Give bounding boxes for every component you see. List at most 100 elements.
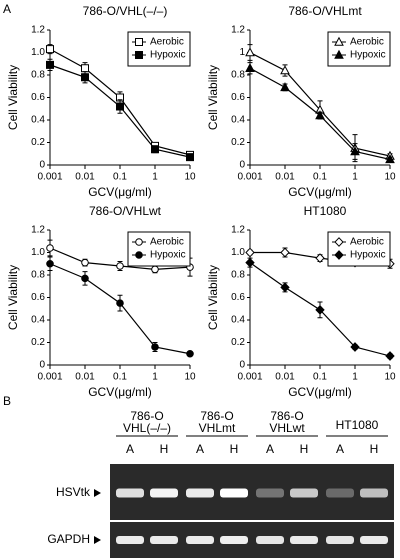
y-tick-label: 0.4 bbox=[231, 315, 245, 326]
legend-label: Hypoxic bbox=[350, 250, 386, 261]
x-tick-label: 0.01 bbox=[275, 372, 295, 383]
marker bbox=[46, 45, 54, 54]
y-tick-label: 0.6 bbox=[31, 292, 45, 303]
y-axis-label: Cell Viability bbox=[206, 265, 220, 330]
marker bbox=[81, 73, 89, 82]
x-tick-label: 10 bbox=[384, 172, 396, 183]
x-tick-label: 0.01 bbox=[275, 172, 295, 183]
marker bbox=[151, 145, 159, 154]
marker bbox=[81, 258, 89, 267]
y-tick-label: 0.4 bbox=[231, 115, 245, 126]
x-tick-label: 1 bbox=[152, 172, 158, 183]
y-tick-label: 0.2 bbox=[31, 337, 45, 348]
marker bbox=[135, 38, 143, 46]
y-tick-label: 0 bbox=[39, 160, 45, 171]
y-tick-label: 0.8 bbox=[231, 270, 245, 281]
y-tick-label: 0.2 bbox=[231, 137, 245, 148]
gel-band bbox=[326, 488, 354, 498]
marker bbox=[81, 274, 89, 283]
x-tick-label: 0.1 bbox=[113, 372, 127, 383]
group-label: VHLwt bbox=[269, 421, 305, 435]
gel-band bbox=[290, 488, 318, 498]
y-tick-label: 1.2 bbox=[31, 25, 45, 36]
y-axis-label: Cell Viability bbox=[6, 65, 20, 130]
lane-label: H bbox=[230, 442, 239, 456]
gel-band bbox=[256, 536, 284, 544]
y-tick-label: 0.8 bbox=[31, 70, 45, 81]
x-tick-label: 0.001 bbox=[237, 172, 262, 183]
lane-label: A bbox=[126, 442, 134, 456]
x-tick-label: 1 bbox=[352, 172, 358, 183]
gel-band bbox=[116, 536, 144, 544]
marker bbox=[315, 110, 325, 120]
marker bbox=[350, 146, 360, 156]
chart-title: 786-O/VHLwt bbox=[89, 204, 162, 218]
y-tick-label: 0.6 bbox=[231, 92, 245, 103]
x-tick-label: 10 bbox=[184, 172, 196, 183]
legend-box bbox=[127, 31, 191, 67]
x-axis-label: GCV(μg/ml) bbox=[288, 385, 352, 399]
marker bbox=[280, 65, 290, 75]
legend-label: Hypoxic bbox=[350, 50, 386, 61]
x-tick-label: 0.1 bbox=[313, 172, 327, 183]
gel-band bbox=[150, 536, 178, 544]
legend-label: Aerobic bbox=[150, 237, 184, 248]
row-arrow bbox=[94, 536, 101, 544]
group-label: VHLmt bbox=[199, 421, 236, 435]
legend-box bbox=[327, 231, 391, 267]
y-tick-label: 0.4 bbox=[31, 115, 45, 126]
y-tick-label: 1.0 bbox=[31, 247, 45, 258]
legend-label: Aerobic bbox=[350, 237, 384, 248]
marker bbox=[315, 304, 325, 315]
y-tick-label: 0 bbox=[39, 360, 45, 371]
marker bbox=[280, 247, 290, 258]
gel-band bbox=[186, 536, 214, 544]
gel-band bbox=[116, 488, 144, 498]
marker bbox=[334, 237, 344, 247]
y-axis-label: Cell Viability bbox=[6, 265, 20, 330]
y-tick-label: 0.8 bbox=[231, 70, 245, 81]
marker bbox=[135, 51, 143, 59]
legend-box bbox=[127, 231, 191, 267]
marker bbox=[315, 253, 325, 264]
y-tick-label: 0 bbox=[239, 360, 245, 371]
panel-label: B bbox=[3, 394, 11, 408]
y-tick-label: 1.2 bbox=[231, 25, 245, 36]
x-axis-label: GCV(μg/ml) bbox=[88, 185, 152, 199]
chart-title: HT1080 bbox=[304, 204, 347, 218]
lane-label: H bbox=[160, 442, 169, 456]
marker bbox=[385, 154, 395, 164]
chart-title: 786-O/VHL(–/–) bbox=[83, 4, 168, 18]
y-tick-label: 1.0 bbox=[231, 247, 245, 258]
marker bbox=[116, 102, 124, 111]
lane-label: A bbox=[196, 442, 204, 456]
x-tick-label: 0.1 bbox=[113, 172, 127, 183]
y-tick-label: 1.2 bbox=[31, 225, 45, 236]
group-label: 786-O bbox=[130, 409, 163, 423]
marker bbox=[385, 351, 395, 361]
marker bbox=[334, 250, 344, 260]
x-tick-label: 0.001 bbox=[37, 372, 62, 383]
marker bbox=[116, 299, 124, 307]
gel-band bbox=[220, 488, 248, 498]
marker bbox=[280, 282, 290, 293]
x-tick-label: 0.01 bbox=[75, 372, 95, 383]
y-tick-label: 0.6 bbox=[231, 292, 245, 303]
x-tick-label: 10 bbox=[384, 372, 396, 383]
x-tick-label: 0.001 bbox=[37, 172, 62, 183]
gel-band bbox=[290, 536, 318, 544]
legend-label: Aerobic bbox=[150, 37, 184, 48]
marker bbox=[135, 238, 143, 246]
y-tick-label: 1 bbox=[239, 47, 245, 58]
x-tick-label: 1 bbox=[352, 372, 358, 383]
gel-band bbox=[326, 536, 354, 544]
group-label: 786-O bbox=[200, 409, 233, 423]
marker bbox=[135, 251, 143, 259]
y-tick-label: 0.4 bbox=[31, 315, 45, 326]
x-axis-label: GCV(μg/ml) bbox=[288, 185, 352, 199]
marker bbox=[46, 60, 54, 69]
group-label: 786-O bbox=[270, 409, 303, 423]
y-tick-label: 0.2 bbox=[231, 337, 245, 348]
lane-label: A bbox=[266, 442, 274, 456]
x-tick-label: 0.01 bbox=[75, 172, 95, 183]
